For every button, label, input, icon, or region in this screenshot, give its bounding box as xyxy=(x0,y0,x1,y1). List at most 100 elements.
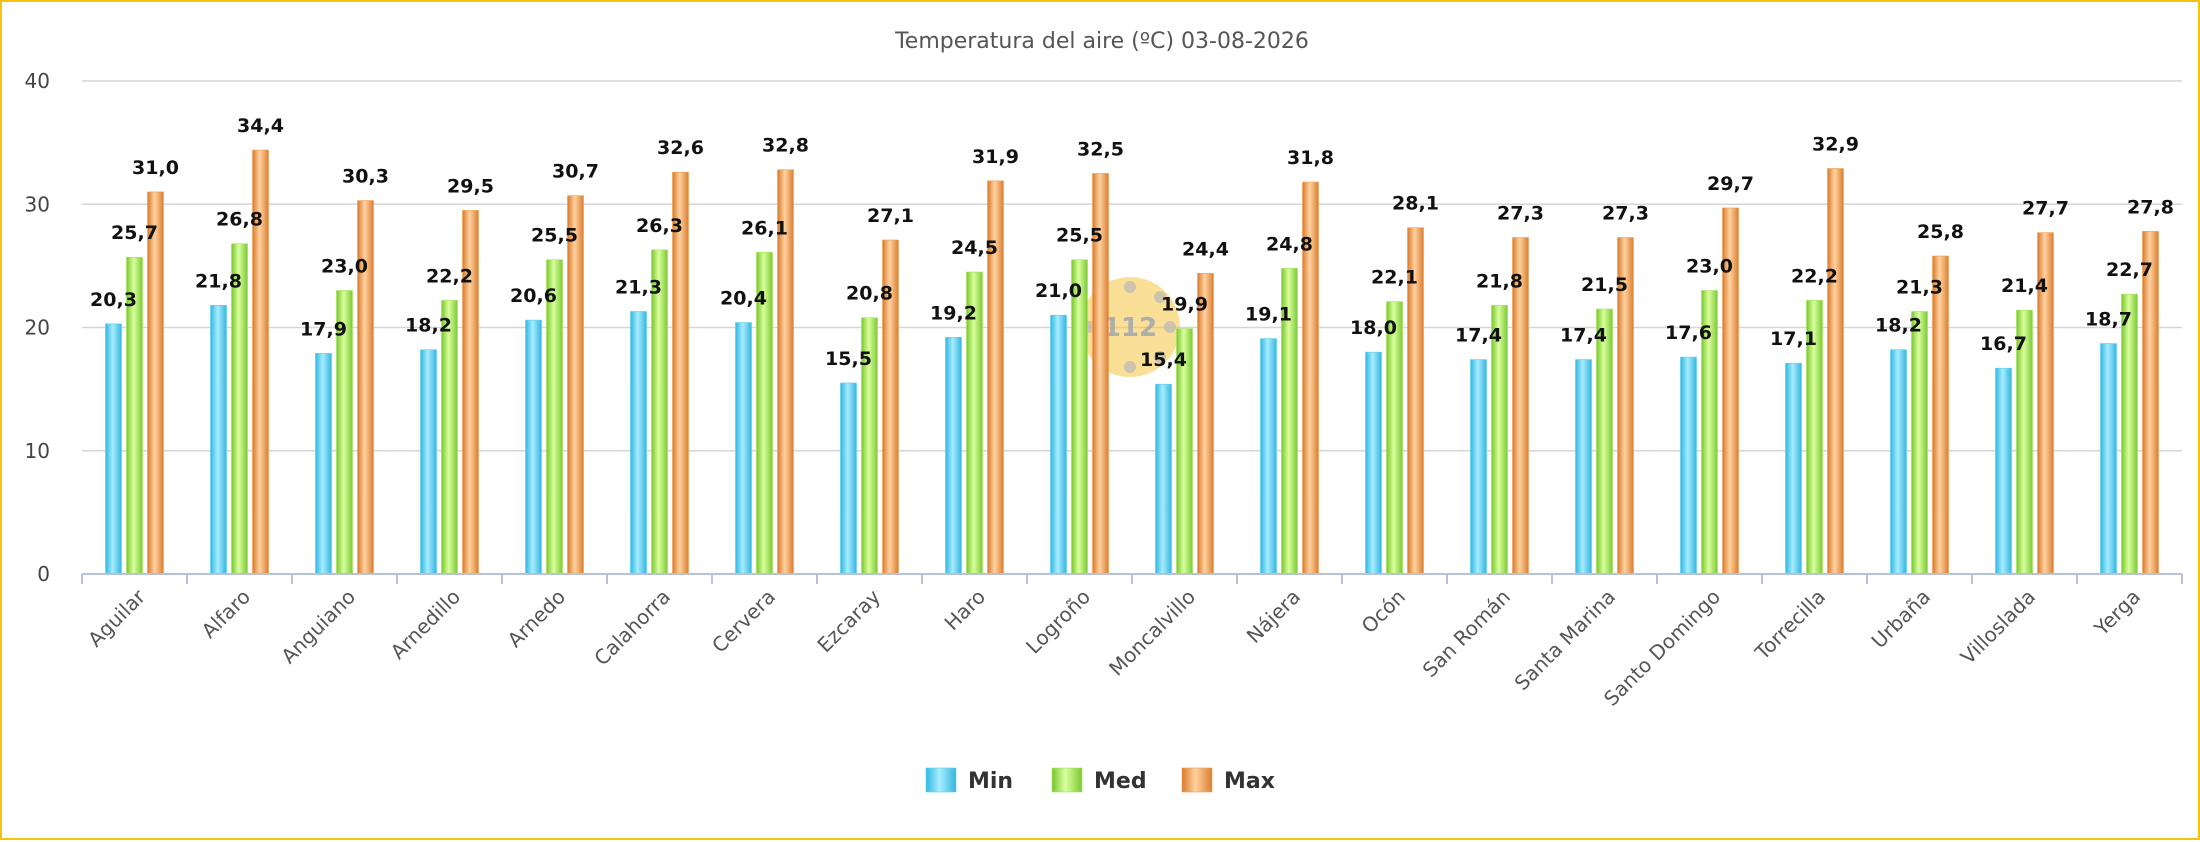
bar-med[interactable] xyxy=(1911,311,1928,575)
x-tick-label: Haro xyxy=(940,585,990,635)
bar-min[interactable] xyxy=(1470,359,1487,575)
data-label-min: 16,7 xyxy=(1980,333,2027,355)
bar-min[interactable] xyxy=(105,323,122,575)
data-label-min: 18,2 xyxy=(405,315,452,337)
bar-min[interactable] xyxy=(1995,367,2012,575)
data-label-max: 31,9 xyxy=(972,146,1019,168)
bar-min[interactable] xyxy=(420,349,437,575)
data-label-max: 31,0 xyxy=(132,157,179,179)
data-label-max: 32,9 xyxy=(1812,134,1859,156)
legend-item-max[interactable]: Max xyxy=(1181,767,1275,794)
x-tick-label: Ezcaray xyxy=(812,584,885,657)
data-label-min: 20,4 xyxy=(720,288,767,310)
data-label-med: 25,5 xyxy=(531,225,578,247)
bar-max[interactable] xyxy=(2142,231,2159,575)
data-label-max: 32,8 xyxy=(762,135,809,157)
data-label-min: 18,2 xyxy=(1875,315,1922,337)
data-label-max: 29,5 xyxy=(447,175,494,197)
data-label-min: 20,6 xyxy=(510,285,557,307)
data-label-min: 18,0 xyxy=(1350,317,1397,339)
x-tick-label: Calahorra xyxy=(589,585,675,671)
y-tick-label: 40 xyxy=(25,69,50,93)
data-label-min: 21,3 xyxy=(615,276,662,298)
bar-min[interactable] xyxy=(1155,383,1172,575)
x-tick-label: Alfaro xyxy=(197,585,255,643)
legend-item-min[interactable]: Min xyxy=(925,767,1013,794)
data-label-min: 18,7 xyxy=(2085,309,2132,331)
data-label-min: 15,5 xyxy=(825,348,872,370)
bar-max[interactable] xyxy=(147,191,164,575)
bar-min[interactable] xyxy=(315,353,332,575)
bar-min[interactable] xyxy=(1785,362,1802,575)
data-label-med: 19,9 xyxy=(1161,294,1208,316)
bar-min[interactable] xyxy=(1890,349,1907,575)
data-label-min: 17,6 xyxy=(1665,322,1712,344)
x-tick-label: Cervera xyxy=(707,585,780,658)
bar-max[interactable] xyxy=(1827,168,1844,575)
bar-min[interactable] xyxy=(840,382,857,575)
x-tick-label: San Román xyxy=(1418,585,1515,682)
data-label-med: 25,7 xyxy=(111,222,158,244)
data-label-max: 30,7 xyxy=(552,161,599,183)
bar-med[interactable] xyxy=(441,300,458,575)
bar-med[interactable] xyxy=(1071,259,1088,575)
data-label-med: 21,5 xyxy=(1581,274,1628,296)
bar-med[interactable] xyxy=(231,243,248,575)
bar-min[interactable] xyxy=(1260,338,1277,575)
data-label-max: 24,4 xyxy=(1182,238,1229,260)
data-label-min: 19,1 xyxy=(1245,304,1292,326)
data-label-min: 19,2 xyxy=(930,302,977,324)
x-tick-label: Arnedillo xyxy=(386,585,465,664)
data-label-med: 21,4 xyxy=(2001,275,2048,297)
legend-swatch xyxy=(1051,767,1083,793)
data-label-med: 23,0 xyxy=(321,256,368,278)
bar-min[interactable] xyxy=(525,319,542,575)
x-tick-label: Nájera xyxy=(1242,585,1305,648)
data-label-med: 22,2 xyxy=(426,265,473,287)
legend-label: Min xyxy=(968,769,1013,794)
data-label-min: 21,8 xyxy=(195,270,242,292)
y-tick-label: 0 xyxy=(37,562,50,586)
bar-min[interactable] xyxy=(1365,351,1382,575)
data-label-max: 27,8 xyxy=(2127,196,2174,218)
data-label-max: 30,3 xyxy=(342,166,389,188)
bar-min[interactable] xyxy=(2100,343,2117,575)
x-tick-label: Torrecilla xyxy=(1749,585,1830,666)
x-tick-label: Ocón xyxy=(1357,585,1410,638)
data-label-med: 23,0 xyxy=(1686,256,1733,278)
data-label-max: 27,1 xyxy=(867,205,914,227)
data-label-min: 17,4 xyxy=(1560,325,1607,347)
x-tick-label: Villoslada xyxy=(1956,585,2040,669)
data-label-max: 29,7 xyxy=(1707,173,1754,195)
svg-text:112: 112 xyxy=(1103,313,1157,343)
bar-min[interactable] xyxy=(1575,359,1592,575)
bar-min[interactable] xyxy=(1680,356,1697,575)
data-label-max: 32,6 xyxy=(657,137,704,159)
bar-min[interactable] xyxy=(945,337,962,575)
data-label-med: 21,3 xyxy=(1896,276,1943,298)
bar-max[interactable] xyxy=(1197,272,1214,575)
data-label-min: 17,9 xyxy=(300,318,347,340)
bar-min[interactable] xyxy=(735,322,752,575)
bar-min[interactable] xyxy=(630,311,647,575)
bar-min[interactable] xyxy=(210,305,227,575)
data-label-med: 24,8 xyxy=(1266,233,1313,255)
bar-min[interactable] xyxy=(1050,314,1067,575)
legend-item-med[interactable]: Med xyxy=(1051,767,1147,794)
data-label-max: 34,4 xyxy=(237,115,284,137)
bar-med[interactable] xyxy=(1596,308,1613,575)
x-tick-label: Arnedo xyxy=(503,585,571,653)
bar-max[interactable] xyxy=(567,195,584,575)
bar-med[interactable] xyxy=(2121,293,2138,575)
legend-label: Med xyxy=(1094,769,1147,794)
x-tick-label: Aguilar xyxy=(83,584,150,651)
data-label-max: 28,1 xyxy=(1392,193,1439,215)
x-tick-label: Anguiano xyxy=(276,585,360,669)
data-label-med: 21,8 xyxy=(1476,270,1523,292)
legend-swatch xyxy=(925,767,957,793)
bar-max[interactable] xyxy=(1932,255,1949,575)
bar-med[interactable] xyxy=(1386,301,1403,575)
data-label-med: 24,5 xyxy=(951,237,998,259)
